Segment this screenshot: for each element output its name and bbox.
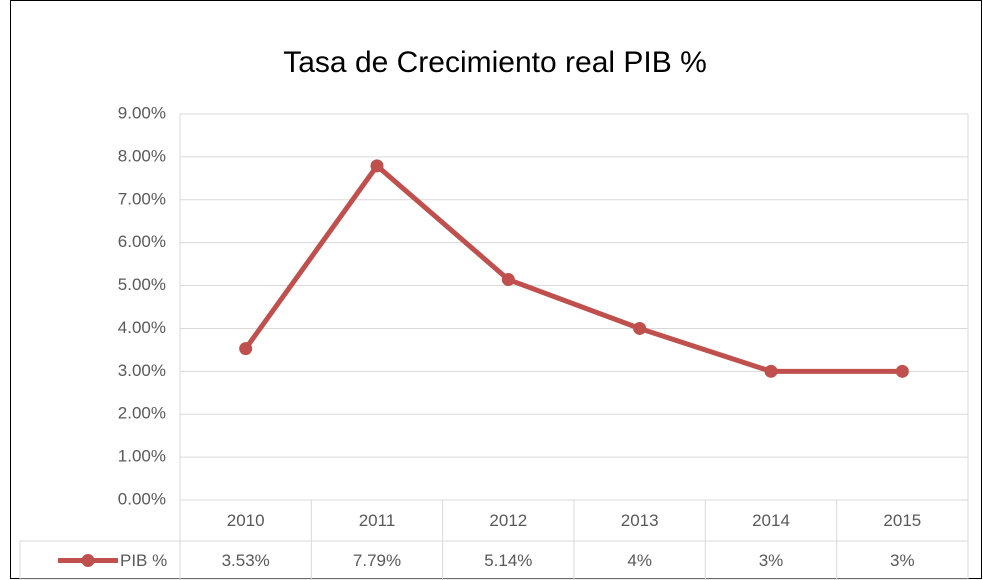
x-tick-label: 2011: [359, 511, 396, 530]
table-value: 3.53%: [222, 551, 270, 570]
y-tick-label: 8.00%: [118, 146, 166, 165]
legend-label: PIB %: [120, 551, 167, 570]
x-tick-label: 2013: [621, 511, 659, 530]
chart-title: Tasa de Crecimiento real PIB %: [283, 46, 707, 79]
data-point: [895, 364, 909, 378]
table-value: 7.79%: [353, 551, 401, 570]
x-tick-label: 2014: [752, 511, 790, 530]
y-tick-label: 5.00%: [118, 275, 166, 294]
y-tick-label: 4.00%: [118, 318, 166, 337]
data-point: [764, 364, 778, 378]
y-tick-label: 3.00%: [118, 361, 166, 380]
y-tick-label: 2.00%: [118, 404, 166, 423]
y-tick-label: 6.00%: [118, 232, 166, 251]
y-tick-label: 1.00%: [118, 447, 166, 466]
x-tick-label: 2015: [883, 511, 921, 530]
table-value: 4%: [627, 551, 652, 570]
x-tick-label: 2012: [489, 511, 527, 530]
y-tick-label: 0.00%: [118, 489, 166, 508]
data-line: [243, 163, 903, 374]
data-point: [370, 159, 384, 173]
data-point: [501, 273, 515, 287]
table-value: 5.14%: [484, 551, 532, 570]
table-value: 3%: [890, 551, 915, 570]
data-point: [239, 342, 253, 356]
table-value: 3%: [759, 551, 784, 570]
y-tick-label: 7.00%: [118, 189, 166, 208]
y-tick-label: 9.00%: [118, 103, 166, 122]
data-point: [633, 321, 647, 335]
legend-marker: [81, 554, 95, 567]
chart-border: [10, 0, 982, 579]
x-tick-label: 2010: [227, 511, 265, 530]
